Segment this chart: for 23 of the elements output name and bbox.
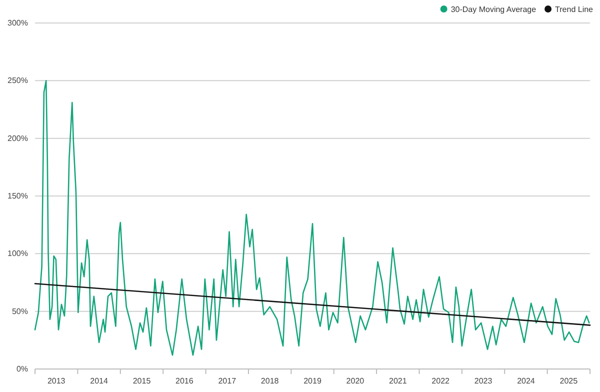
y-tick-label: 250% [8,76,28,86]
legend-label: Trend Line [555,5,594,14]
y-tick-label: 200% [8,134,28,143]
x-tick-label: 2019 [304,376,322,386]
x-tick-label: 2023 [474,376,493,386]
x-tick-label: 2014 [90,376,108,386]
x-tick-label: 2021 [388,376,408,386]
x-tick-label: 2017 [218,376,237,386]
x-tick-label: 2022 [432,376,450,386]
y-tick-label: 300% [8,18,28,28]
x-tick-label: 2013 [47,376,66,386]
x-tick-label: 2020 [346,376,365,386]
legend-label: 30-Day Moving Average [450,5,537,14]
line-series [34,80,590,356]
y-tick-label: 0% [16,364,28,374]
y-tick-label: 50% [12,306,28,316]
x-tick-label: 2018 [260,376,280,386]
y-tick-label: 100% [8,249,28,258]
x-tick-label: 2016 [176,376,194,386]
x-tick-label: 2024 [517,376,536,386]
x-tick-label: 2025 [560,376,578,386]
y-tick-label: 150% [8,192,28,201]
x-tick-label: 2015 [132,376,152,386]
